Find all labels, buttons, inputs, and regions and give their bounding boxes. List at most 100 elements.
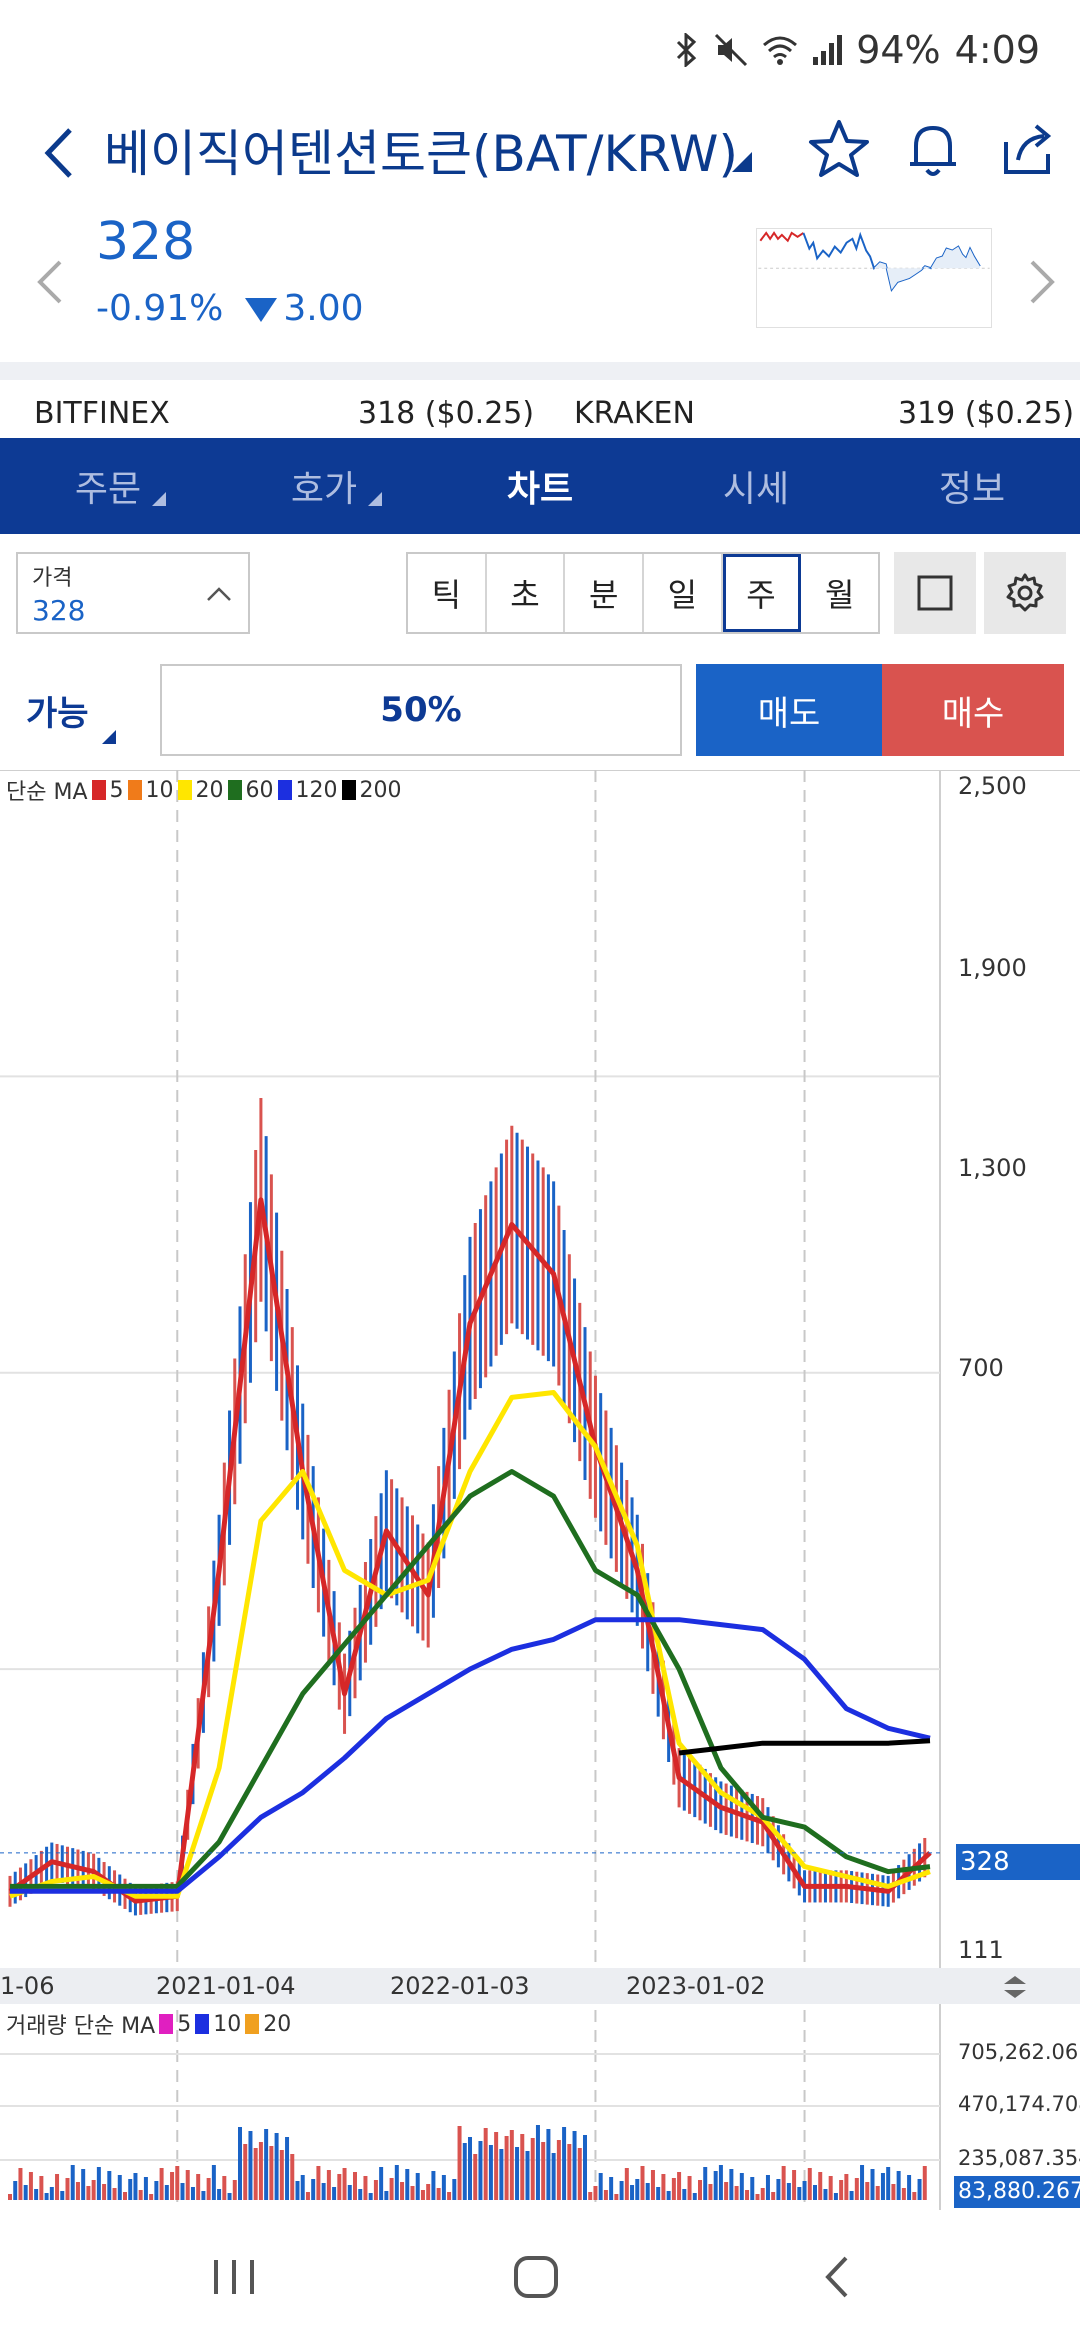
current-volume-tag: 83,880.267 [954,2176,1080,2208]
square-icon [917,575,953,611]
ma-swatch [195,2014,210,2034]
price-field[interactable]: 가격 328 [16,552,250,634]
date-axis [0,1968,1080,2004]
volume-axis-label: 235,087.354 [958,2146,1080,2170]
ma-swatch [341,780,356,800]
y-axis-label: 2,500 [958,772,1027,800]
period-tick[interactable]: 틱 [408,554,487,632]
tab-quotes[interactable]: 시세 [648,438,864,534]
change-percent: -0.91% [96,288,224,329]
price-change: -0.91% 3.00 [96,288,364,329]
ma-legend: 단순 MA 5 10 20 60 120 200 [6,774,402,806]
back-arrow-icon[interactable] [30,118,90,188]
period-minute[interactable]: 분 [565,554,645,632]
price-field-label: 가격 [32,566,73,591]
settings-button[interactable] [984,552,1066,634]
available-dropdown[interactable]: 가능 [26,694,89,734]
ma-swatch [227,780,242,800]
header: 베이직어텐션토큰(BAT/KRW) [0,100,1080,200]
tab-label: 호가 [290,469,358,510]
back-icon[interactable] [808,2252,868,2302]
period-second[interactable]: 초 [487,554,566,632]
section-divider [0,362,1080,380]
resize-handle-icon[interactable] [1000,1974,1030,2000]
ma-swatch [91,780,106,800]
tab-orderbook[interactable]: 호가 [216,438,432,534]
ma-legend-item: 60 [245,777,274,803]
current-price: 328 [96,212,196,272]
share-icon[interactable] [992,114,1062,184]
period-month[interactable]: 월 [824,576,855,614]
ma-line-20 [9,1390,931,1899]
order-row: 가능 50% 매도 매수 [0,660,1080,760]
tab-info[interactable]: 정보 [864,438,1080,534]
volume-legend-item: 20 [263,2011,292,2037]
exchange-price: 318 ($0.25) [358,396,535,431]
ma-legend-item: 10 [145,777,174,803]
price-field-value: 328 [32,594,86,627]
chart-controls: 가격 328 틱 초 분 일 주 월 [0,534,1080,654]
percent-selector[interactable]: 50% [160,664,682,756]
tab-order[interactable]: 주문 [0,438,216,534]
bluetooth-icon [677,33,697,67]
ma-legend-item: 20 [195,777,224,803]
home-icon[interactable] [506,2252,566,2302]
volume-axis-label: 470,174.708 [958,2092,1080,2116]
sell-button[interactable]: 매도 [696,664,882,756]
tab-label: 주문 [74,469,142,510]
prev-coin-icon[interactable] [30,252,70,312]
y-axis-label: 1,900 [958,954,1027,982]
tab-chart[interactable]: 차트 [432,438,648,534]
wifi-icon [763,36,798,65]
period-week[interactable]: 주 [722,554,802,632]
change-amount: 3.00 [283,288,364,329]
ma-legend-item: 120 [295,777,338,803]
exchange-prices: BITFINEX 318 ($0.25) KRAKEN 319 ($0.25) [0,382,1080,438]
y-axis-label: 700 [958,1354,1004,1382]
ma-legend-title: 단순 MA [6,780,88,805]
signal-icon [813,35,843,65]
ma-line-60 [10,1469,931,1889]
tab-label: 시세 [722,469,790,510]
y-axis-label: 111 [958,1936,1004,1964]
exchange-name: KRAKEN [574,396,695,431]
period-day[interactable]: 일 [644,554,723,632]
chevron-up-icon[interactable] [204,580,234,610]
ma-swatch [159,2014,174,2034]
price-chart[interactable]: 단순 MA 5 10 20 60 120 200 2,500 1,900 1,3… [0,770,1080,2210]
y-axis-label: 1,300 [958,1154,1027,1182]
price-summary: 328 -0.91% 3.00 [0,200,1080,360]
coin-title[interactable]: 베이직어텐션토큰(BAT/KRW) [104,125,738,183]
ma-legend-item: 200 [359,777,402,803]
period-selector: 틱 초 분 일 주 월 [406,552,880,634]
x-axis-label: 2021-01-04 [156,1972,296,2000]
status-bar: 94% 4:09 [0,0,1080,100]
ma-swatch [277,780,292,800]
volume-legend-item: 10 [213,2011,242,2037]
recent-apps-icon[interactable] [204,2252,264,2302]
exchange-name: BITFINEX [34,396,170,431]
next-coin-icon[interactable] [1022,252,1062,312]
mini-price-chart [756,228,992,328]
ma-line-200 [678,1738,931,1756]
chart-canvas[interactable] [0,770,1080,2210]
ma-legend-item: 5 [109,777,124,803]
ma-swatch [177,780,192,800]
available-dropdown-icon[interactable] [102,730,116,744]
title-dropdown-icon[interactable] [732,152,752,172]
bell-icon[interactable] [898,114,968,184]
battery-level: 94% [856,28,941,72]
mute-icon [715,33,748,67]
tab-label: 차트 [506,469,574,510]
volume-axis-label: 705,262.061 [958,2040,1080,2064]
tab-dropdown-icon [368,492,382,506]
volume-legend-title: 거래량 단순 MA [6,2014,156,2039]
ma-swatch [127,780,142,800]
tab-label: 정보 [938,469,1006,510]
fullscreen-button[interactable] [894,552,976,634]
clock: 4:09 [954,28,1040,72]
current-price-tag: 328 [956,1844,1080,1880]
star-icon[interactable] [804,114,874,184]
buy-button[interactable]: 매수 [882,664,1064,756]
x-axis-label: 2023-01-02 [626,1972,766,2000]
